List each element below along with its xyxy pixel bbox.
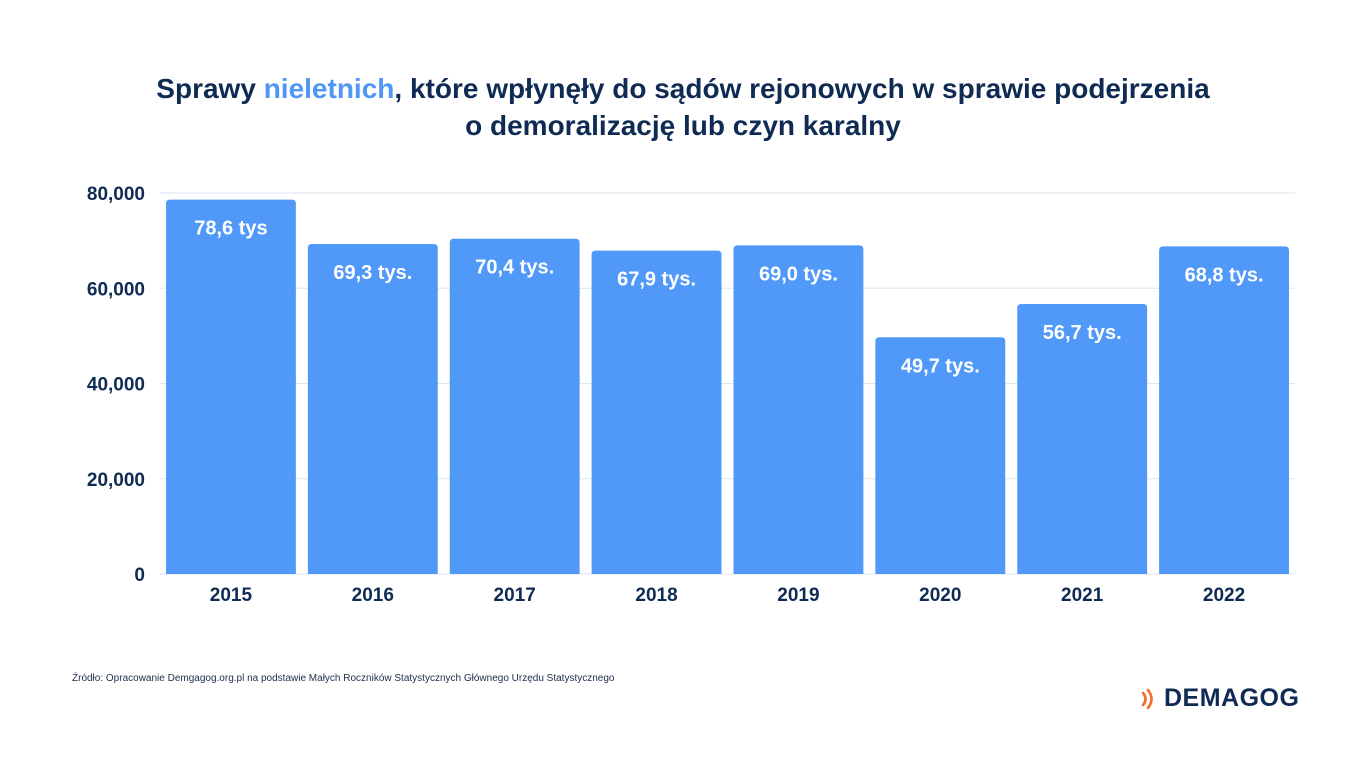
bar — [449, 238, 580, 574]
data-label: 49,7 tys. — [901, 355, 980, 377]
data-label: 56,7 tys. — [1043, 322, 1122, 344]
x-tick-label: 2020 — [919, 585, 961, 606]
data-label: 67,9 tys. — [617, 269, 696, 291]
data-label: 70,4 tys. — [475, 257, 554, 279]
x-tick-label: 2015 — [210, 585, 253, 606]
x-tick-label: 2022 — [1203, 585, 1245, 606]
data-label: 78,6 tys — [194, 218, 267, 240]
title-part1: Sprawy — [156, 73, 264, 104]
x-tick-label: 2019 — [777, 585, 819, 606]
title-line2: o demoralizację lub czyn karalny — [465, 110, 901, 141]
bar — [875, 337, 1006, 574]
sound-waves-icon — [1141, 688, 1153, 709]
bar — [591, 250, 722, 574]
x-tick-label: 2017 — [494, 585, 536, 606]
title-highlight: nieletnich — [263, 73, 395, 104]
y-tick-label: 20,000 — [87, 470, 145, 491]
title-part2: , które wpłynęły do sądów rejonowych w s… — [394, 73, 1210, 104]
chart-title: Sprawy nieletnich, które wpłynęły do sąd… — [0, 70, 1366, 144]
bar — [1017, 303, 1148, 574]
data-label: 69,0 tys. — [759, 263, 838, 285]
bar — [307, 243, 438, 575]
data-label: 68,8 tys. — [1185, 264, 1264, 286]
bar — [1159, 246, 1289, 574]
logo-text: DEMAGOG — [1164, 684, 1300, 712]
y-tick-label: 60,000 — [87, 279, 145, 300]
x-tick-label: 2018 — [635, 585, 677, 606]
y-tick-label: 40,000 — [87, 375, 145, 396]
data-label: 69,3 tys. — [333, 262, 412, 284]
x-tick-label: 2016 — [352, 585, 394, 606]
x-tick-label: 2021 — [1061, 585, 1104, 606]
bar — [166, 199, 296, 575]
y-tick-label: 0 — [134, 565, 145, 586]
source-note: Źródło: Opracowanie Demgagog.org.pl na p… — [72, 673, 615, 684]
bar — [733, 245, 864, 574]
y-tick-label: 80,000 — [87, 184, 145, 205]
demagog-logo: DEMAGOG — [1140, 684, 1299, 713]
